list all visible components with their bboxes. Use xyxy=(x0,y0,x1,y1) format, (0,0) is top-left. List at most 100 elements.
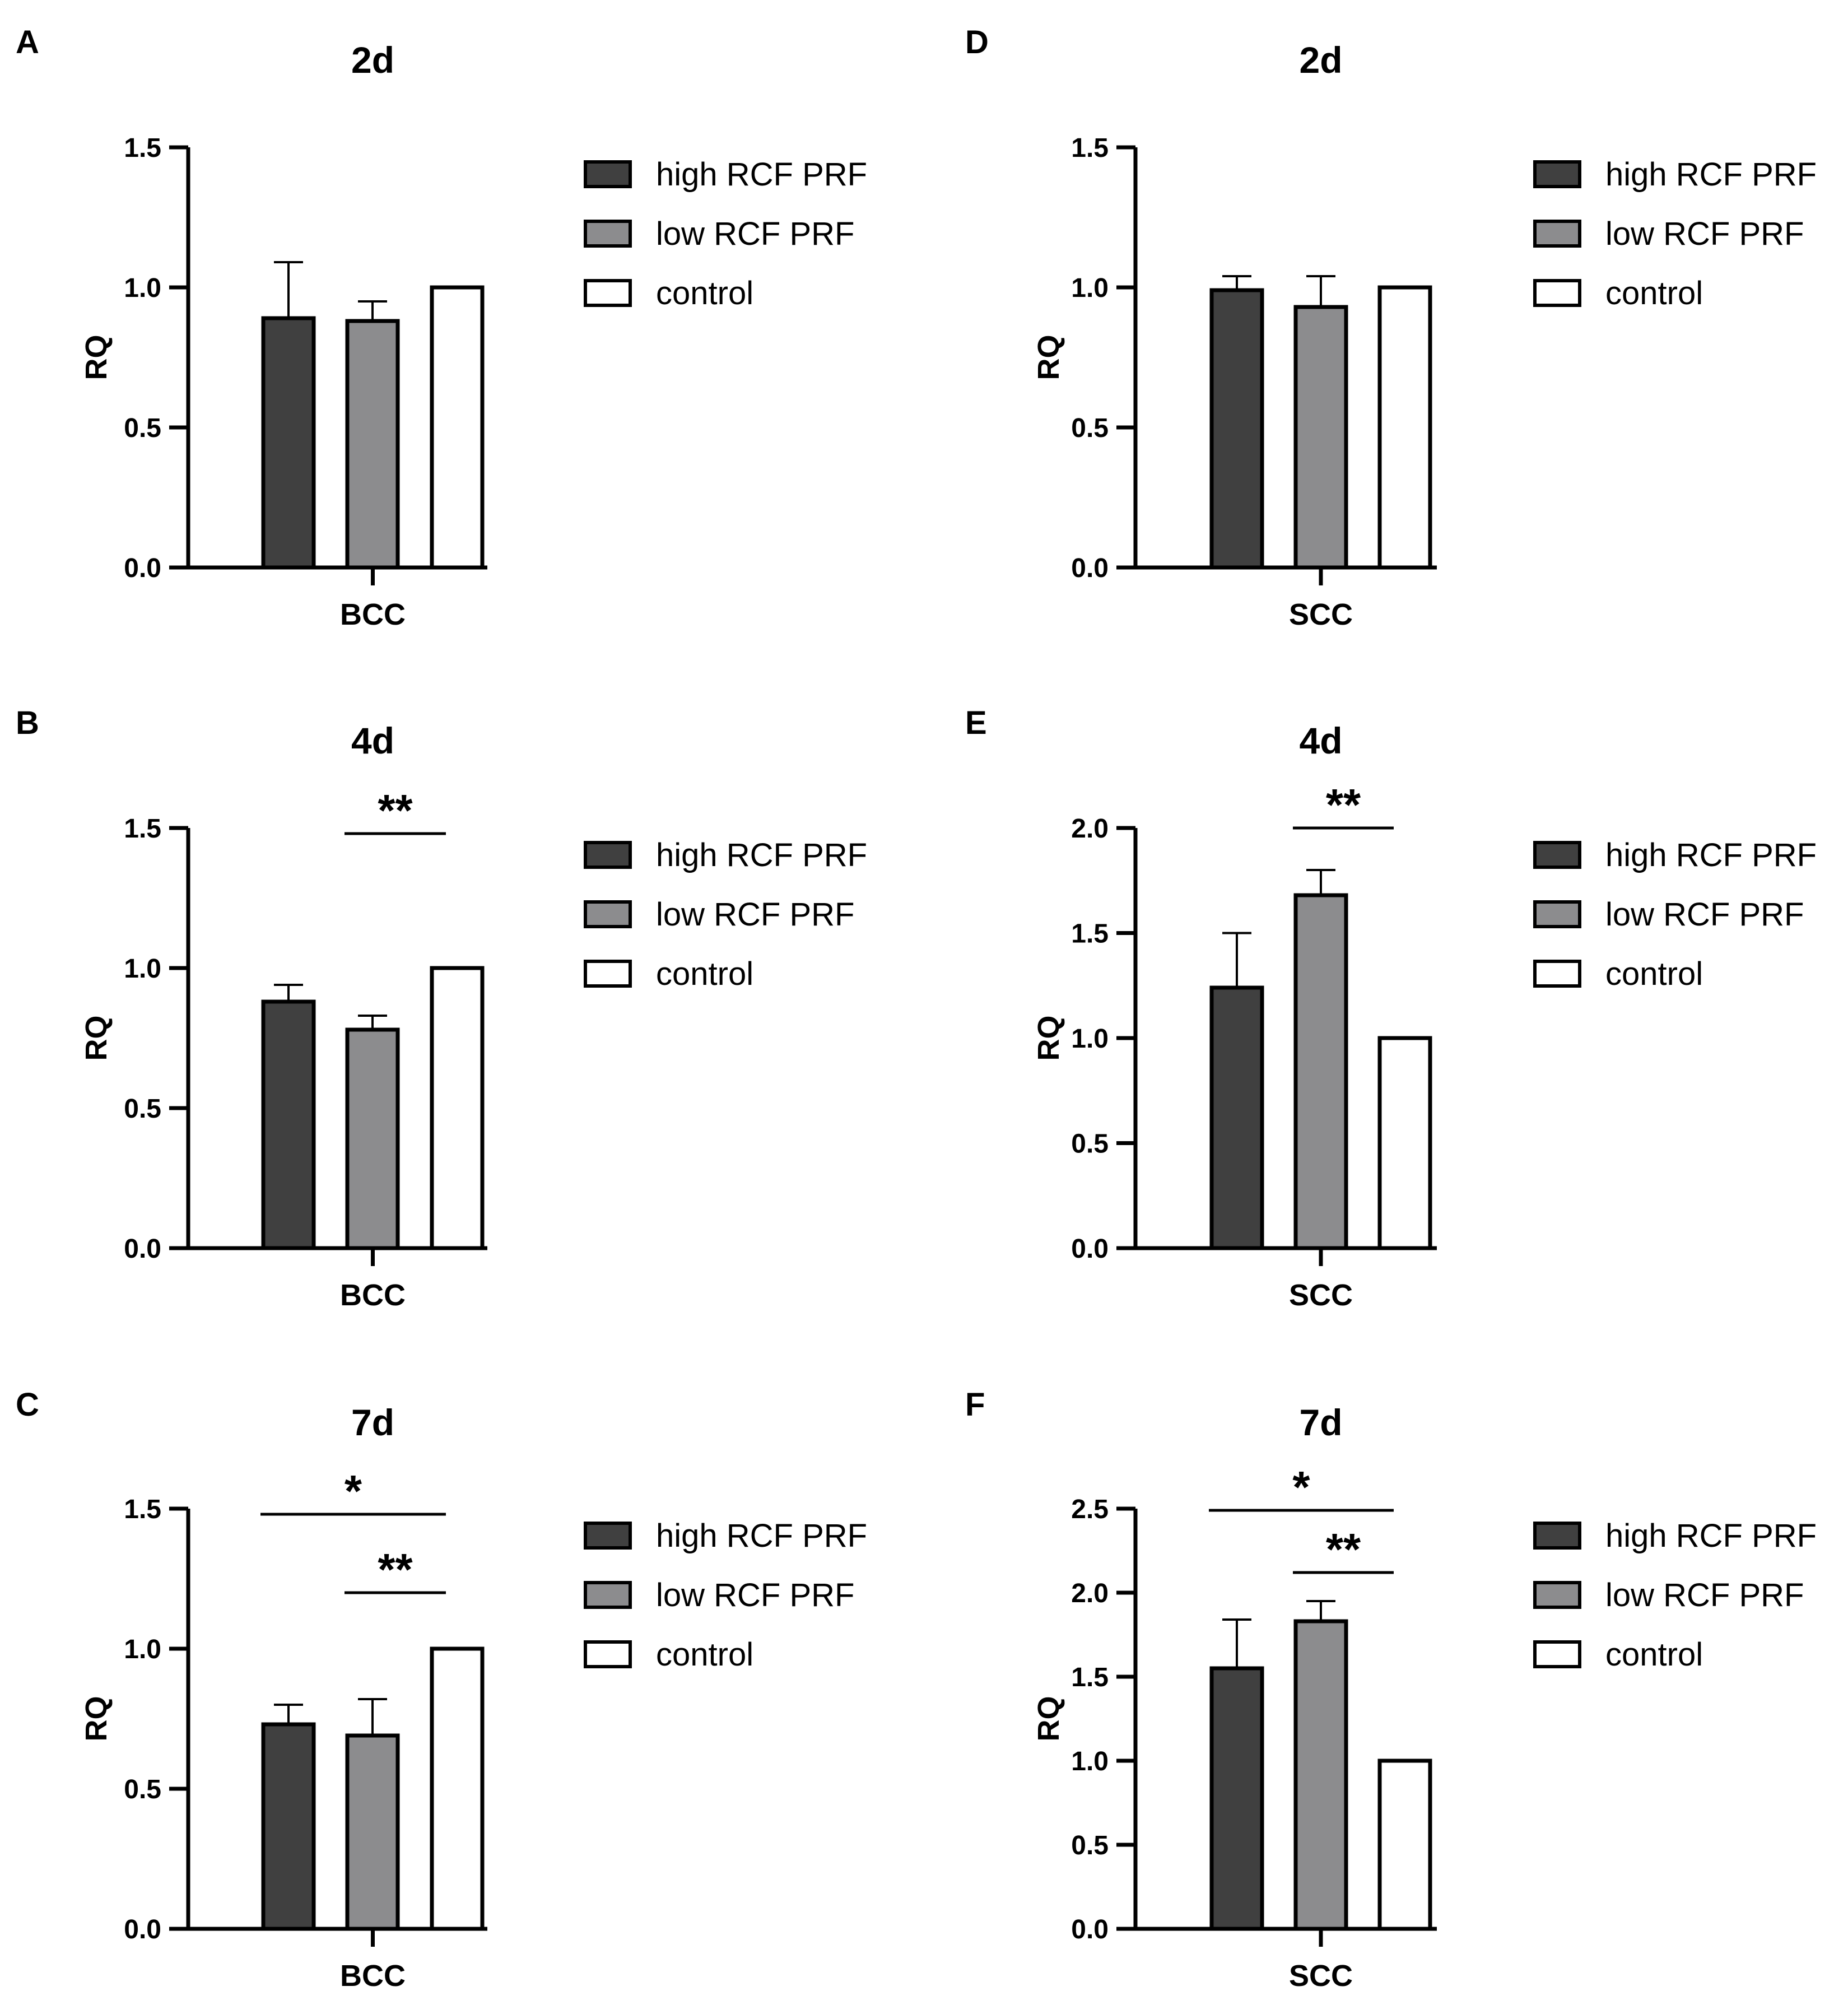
y-tick-label: 0.0 xyxy=(1071,553,1109,583)
y-tick-label: 1.0 xyxy=(124,273,161,303)
bar-control xyxy=(1377,285,1432,570)
legend-label: low RCF PRF xyxy=(1605,1577,1804,1613)
y-axis-label: RQ xyxy=(80,1016,113,1061)
y-tick-label: 0.5 xyxy=(1071,1831,1109,1860)
legend-swatch xyxy=(584,279,632,307)
bar-high-rcf-prf xyxy=(261,999,316,1250)
legend-swatch xyxy=(1533,1522,1581,1550)
y-tick-label: 1.0 xyxy=(124,1635,161,1664)
y-tick-label: 1.0 xyxy=(124,954,161,984)
y-tick-label: 1.5 xyxy=(1071,1663,1109,1692)
panel-letter: C xyxy=(16,1387,39,1423)
panel-d: D 2d 0.0 0.5 1.0 1.5 RQ SCC high RCF PRF low RCF … xyxy=(965,24,1817,631)
y-tick-label: 1.5 xyxy=(124,133,161,163)
y-tick-label: 0.5 xyxy=(1071,1129,1109,1159)
bar-control xyxy=(430,1646,485,1931)
bar-low-rcf-prf xyxy=(1293,305,1348,570)
legend-swatch xyxy=(1533,841,1581,869)
y-axis-label: RQ xyxy=(80,1696,113,1742)
y-tick-label: 1.0 xyxy=(1071,1747,1109,1776)
significance-label: * xyxy=(345,1466,362,1516)
legend-swatch xyxy=(1533,960,1581,988)
panel-a: A 2d 0.0 0.5 1.0 1.5 RQ BCC high RCF PRF low RCF … xyxy=(16,24,867,631)
y-tick-label: 1.0 xyxy=(1071,273,1109,303)
y-tick-label: 2.0 xyxy=(1071,814,1109,844)
bar-high-rcf-prf xyxy=(261,1722,316,1931)
y-tick-label: 1.0 xyxy=(1071,1024,1109,1054)
legend-label: high RCF PRF xyxy=(1605,1518,1817,1554)
y-tick-label: 0.0 xyxy=(124,553,161,583)
legend-swatch xyxy=(1533,279,1581,307)
legend-label: high RCF PRF xyxy=(656,156,867,193)
chart-title: 4d xyxy=(351,720,394,761)
x-axis-label: BCC xyxy=(340,1959,406,1993)
y-tick-label: 0.5 xyxy=(1071,413,1109,443)
panel-letter: B xyxy=(16,705,39,741)
y-tick-label: 1.5 xyxy=(1071,133,1109,163)
x-axis-label: BCC xyxy=(340,1278,406,1312)
legend-label: control xyxy=(1605,275,1703,311)
chart-title: 7d xyxy=(1299,1402,1342,1443)
y-tick-label: 0.0 xyxy=(124,1234,161,1264)
chart-title: 2d xyxy=(1299,39,1342,81)
significance-label: ** xyxy=(378,785,413,835)
y-tick-label: 1.5 xyxy=(124,1495,161,1524)
panel-letter: D xyxy=(965,24,989,61)
bar-low-rcf-prf xyxy=(345,1027,400,1250)
panel-letter: F xyxy=(965,1387,985,1423)
y-axis-label: RQ xyxy=(1032,335,1065,380)
legend-label: control xyxy=(656,1636,753,1673)
x-axis-label: SCC xyxy=(1289,1959,1353,1993)
legend-swatch xyxy=(584,1640,632,1668)
x-axis-label: SCC xyxy=(1289,598,1353,631)
y-axis-label: RQ xyxy=(1032,1696,1065,1742)
legend-swatch xyxy=(584,220,632,248)
chart-title: 2d xyxy=(351,39,394,81)
bar-low-rcf-prf xyxy=(345,319,400,570)
y-tick-label: 0.5 xyxy=(124,413,161,443)
legend-swatch xyxy=(584,841,632,869)
bar-high-rcf-prf xyxy=(1209,985,1264,1250)
legend-swatch xyxy=(584,160,632,188)
bar-control xyxy=(430,966,485,1250)
bar-control xyxy=(430,285,485,570)
y-tick-label: 1.5 xyxy=(1071,919,1109,949)
y-axis-label: RQ xyxy=(80,335,113,380)
legend-swatch xyxy=(1533,1640,1581,1668)
panel-b: B 4d 0.0 0.5 1.0 1.5 RQ BCC ** high RCF PRF low RC… xyxy=(16,705,867,1312)
legend-swatch xyxy=(1533,220,1581,248)
legend-label: low RCF PRF xyxy=(1605,216,1804,252)
legend-label: high RCF PRF xyxy=(656,1518,867,1554)
y-tick-label: 2.0 xyxy=(1071,1579,1109,1608)
legend-label: high RCF PRF xyxy=(1605,837,1817,873)
y-axis-label: RQ xyxy=(1032,1016,1065,1061)
legend-swatch xyxy=(584,960,632,988)
bar-low-rcf-prf xyxy=(1293,893,1348,1250)
bar-high-rcf-prf xyxy=(1209,288,1264,570)
bar-high-rcf-prf xyxy=(1209,1666,1264,1931)
legend-label: control xyxy=(656,956,753,992)
bar-low-rcf-prf xyxy=(1293,1619,1348,1931)
significance-label: ** xyxy=(1326,1524,1361,1574)
legend-label: high RCF PRF xyxy=(656,837,867,873)
panel-e: E 4d 0.0 0.5 1.0 1.5 2.0 RQ SCC ** high RCF PRF low… xyxy=(965,705,1817,1312)
legend-label: control xyxy=(656,275,753,311)
legend-swatch xyxy=(584,1581,632,1609)
y-tick-label: 0.0 xyxy=(124,1915,161,1944)
chart-title: 4d xyxy=(1299,720,1342,761)
bar-control xyxy=(1377,1759,1432,1931)
significance-label: * xyxy=(1292,1462,1310,1512)
significance-label: ** xyxy=(1326,780,1361,830)
y-tick-label: 0.0 xyxy=(1071,1234,1109,1264)
bar-high-rcf-prf xyxy=(261,316,316,570)
y-tick-label: 2.5 xyxy=(1071,1495,1109,1524)
legend-swatch xyxy=(1533,1581,1581,1609)
legend-label: low RCF PRF xyxy=(1605,896,1804,933)
chart-title: 7d xyxy=(351,1402,394,1443)
x-axis-label: SCC xyxy=(1289,1278,1353,1312)
y-tick-label: 1.5 xyxy=(124,814,161,844)
legend-swatch xyxy=(1533,160,1581,188)
panel-letter: A xyxy=(16,24,39,61)
